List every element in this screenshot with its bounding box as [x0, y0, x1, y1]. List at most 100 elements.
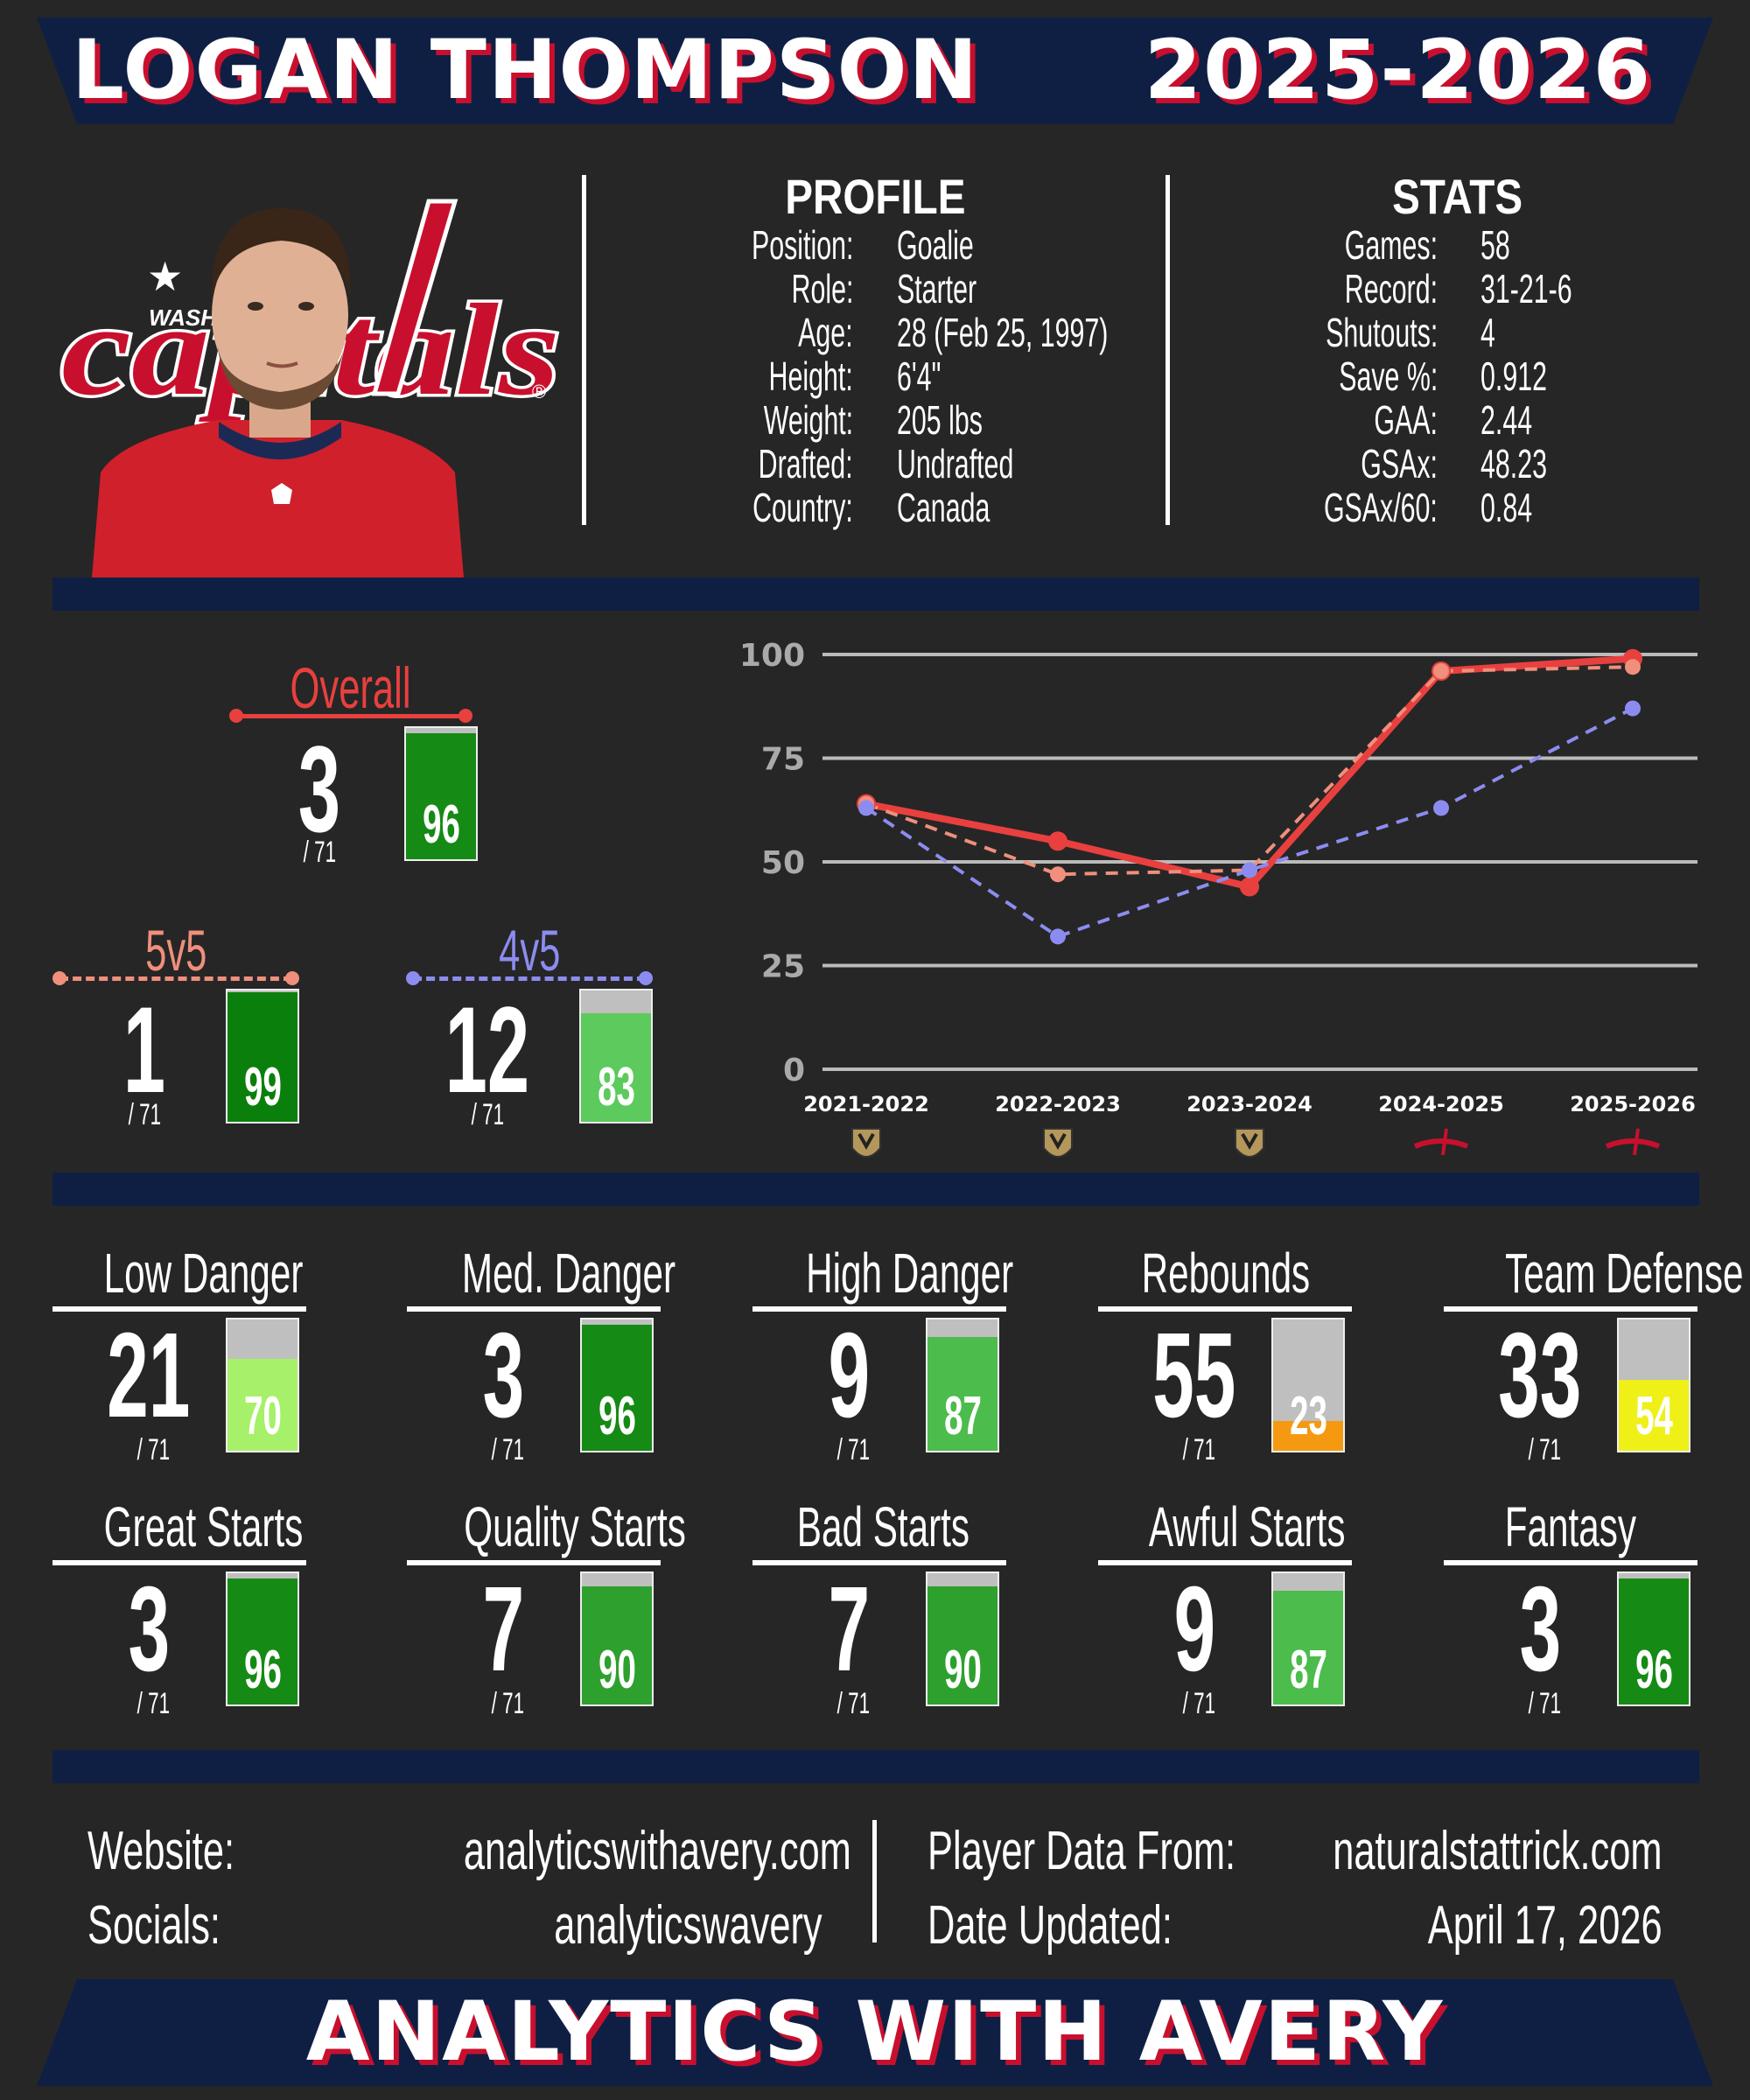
metric-rank: 55 — [1152, 1308, 1236, 1443]
stats-row-label: Save %: — [1338, 354, 1438, 399]
metric-name: Quality Starts — [464, 1495, 686, 1558]
vgk-logo-icon — [1043, 1128, 1073, 1158]
rating-rank-total: / 71 — [128, 1098, 161, 1131]
metric-rank: 21 — [107, 1308, 191, 1443]
metric-name: Fantasy — [1504, 1495, 1637, 1558]
stats-row-label: Record: — [1344, 266, 1438, 312]
metric-rank-total: / 71 — [1528, 1687, 1561, 1720]
profile-row-label: Age: — [798, 310, 853, 355]
data-point-5v5 — [1433, 662, 1449, 679]
metric-underline — [52, 1560, 306, 1565]
rating-underline — [236, 714, 466, 718]
metric-card: Awful Starts 9/ 71 87 — [1098, 1495, 1352, 1720]
percentile-fill — [1273, 1590, 1343, 1704]
vgk-logo-icon — [1235, 1128, 1264, 1158]
stats-row-label: GAA: — [1374, 397, 1438, 443]
capitals-logo-icon — [1413, 1128, 1469, 1156]
data-point-4v5 — [1625, 700, 1641, 717]
metric-name: Awful Starts — [1148, 1495, 1346, 1558]
metric-underline — [1444, 1306, 1698, 1312]
metric-rank: 7 — [482, 1562, 524, 1697]
profile-row-value: 28 (Feb 25, 1997) — [897, 310, 1109, 355]
data-point-overall — [1048, 831, 1068, 851]
percentile-value: 83 — [597, 1057, 635, 1117]
data-source-link[interactable]: naturalstattrick.com — [1333, 1821, 1662, 1881]
y-tick-label: 0 — [783, 1053, 805, 1088]
stats-row-label: Shutouts: — [1325, 310, 1438, 355]
rating-rank-total: / 71 — [471, 1098, 504, 1131]
website-link[interactable]: analyticswithavery.com — [463, 1821, 851, 1881]
series-line-5v5 — [865, 665, 1634, 877]
x-tick-label: 2022-2023 — [995, 1092, 1121, 1116]
percentile-bar-overall: 96 — [404, 726, 478, 861]
percentile-value: 23 — [1289, 1386, 1327, 1446]
profile-row-value: Starter — [897, 266, 977, 312]
rating-rank: 3 — [298, 720, 341, 858]
percentile-bar: 96 — [580, 1318, 654, 1452]
profile-row-value: 6'4" — [897, 354, 942, 399]
svg-text:WASH: WASH — [149, 304, 218, 331]
rating-underline-dot — [229, 709, 243, 723]
percentile-fill — [928, 1336, 998, 1451]
rating-underline-dot — [285, 971, 299, 985]
percentile-bar: 87 — [926, 1318, 999, 1452]
player-headshot — [92, 208, 464, 578]
profile-row-value: 205 lbs — [897, 397, 983, 443]
data-point-4v5 — [1433, 800, 1449, 816]
series-line-overall — [865, 654, 1634, 891]
rating-rank: 1 — [122, 981, 166, 1118]
metric-rank-total: / 71 — [136, 1433, 170, 1466]
metric-underline — [1444, 1560, 1698, 1565]
percentile-value: 70 — [243, 1386, 282, 1446]
rating-underline — [413, 976, 646, 981]
percentile-fill — [581, 1012, 651, 1122]
percentile-bar: 87 — [1271, 1572, 1345, 1706]
percentile-fill — [928, 1586, 998, 1704]
profile-row-value: Undrafted — [897, 441, 1014, 486]
stats-row-value: 4 — [1480, 310, 1495, 355]
x-tick-label: 2025-2026 — [1570, 1092, 1696, 1116]
percentile-value: 96 — [1634, 1640, 1673, 1700]
percentile-fill — [228, 1359, 298, 1451]
metric-name: High Danger — [806, 1242, 1014, 1305]
percentile-value: 54 — [1634, 1386, 1673, 1446]
stats-row-value: 0.84 — [1480, 485, 1533, 530]
metric-name: Med. Danger — [461, 1242, 676, 1305]
x-tick-label: 2023-2024 — [1186, 1092, 1312, 1116]
metric-card: Fantasy 3/ 71 96 — [1444, 1495, 1698, 1720]
rating-rank-total: / 71 — [303, 836, 336, 869]
metric-card: High Danger 9/ 71 87 — [752, 1242, 1014, 1466]
metric-rank: 33 — [1498, 1308, 1582, 1443]
metric-underline — [407, 1560, 661, 1565]
percentile-value: 90 — [943, 1640, 982, 1700]
metric-card: Bad Starts 7/ 71 90 — [752, 1496, 1006, 1720]
profile-row-label: Drafted: — [758, 441, 853, 486]
metric-rank: 3 — [1519, 1562, 1561, 1697]
stats-row-label: GSAx: — [1361, 441, 1438, 486]
stats-row-value: 0.912 — [1480, 354, 1547, 399]
percentile-value: 90 — [598, 1640, 636, 1700]
percentile-bar: 70 — [226, 1318, 299, 1452]
metric-rank-total: / 71 — [491, 1687, 524, 1720]
profile-row-label: Height: — [768, 354, 853, 399]
svg-text:★: ★ — [147, 253, 183, 300]
profile-row-label: Country: — [752, 485, 853, 530]
profile-row-value: Canada — [897, 485, 990, 530]
metric-card: Quality Starts 7/ 71 90 — [407, 1495, 686, 1720]
stats-row-value: 58 — [1480, 222, 1510, 268]
divider — [872, 1820, 877, 1942]
socials-handle[interactable]: analyticswavery — [554, 1895, 822, 1956]
percentile-bar: 54 — [1617, 1318, 1690, 1452]
svg-text:®: ® — [532, 381, 546, 402]
player-name: LOGAN THOMPSON — [72, 23, 980, 118]
rating-underline-dot — [52, 971, 66, 985]
season-label: 2025-2026 — [1144, 23, 1652, 118]
percentile-fill — [1619, 1578, 1689, 1704]
percentile-fill — [228, 1578, 298, 1704]
stats-row-label: Games: — [1344, 222, 1438, 268]
brand-name: ANALYTICS WITH AVERY — [305, 1984, 1445, 2080]
y-tick-label: 100 — [739, 638, 805, 674]
metric-name: Team Defense — [1505, 1242, 1744, 1305]
percentile-fill — [1273, 1420, 1343, 1451]
percentile-value: 87 — [1289, 1640, 1327, 1700]
